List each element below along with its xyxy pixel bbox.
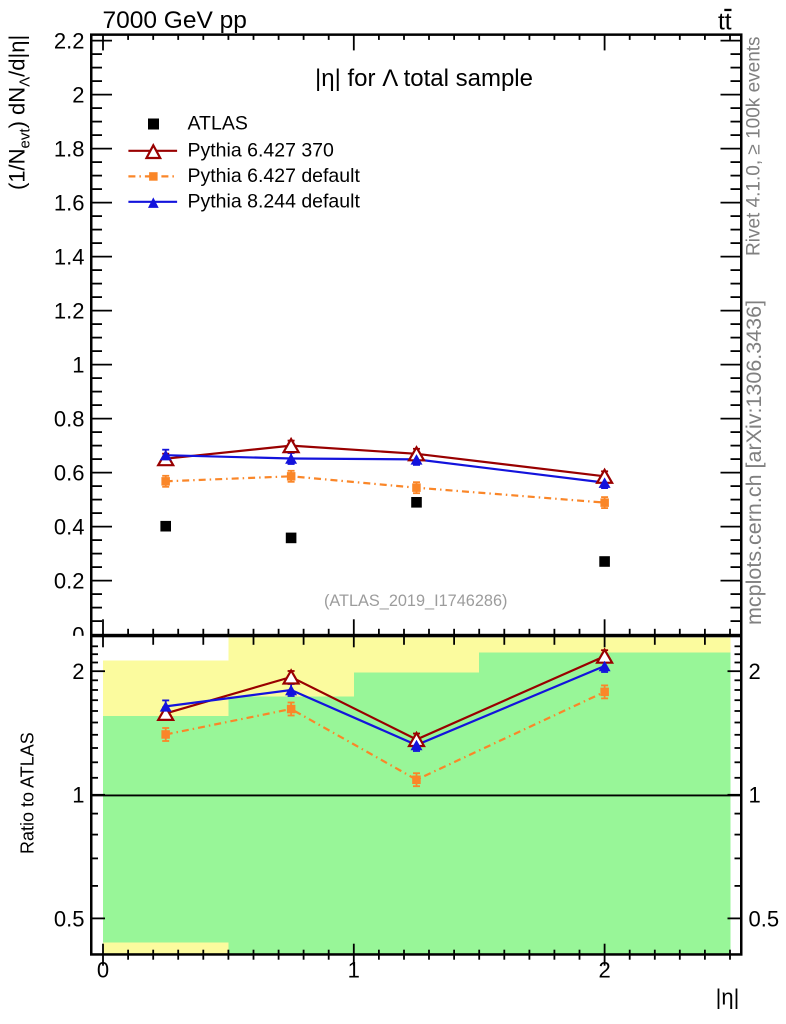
svg-text:2.2: 2.2 (54, 29, 85, 54)
svg-text:1.4: 1.4 (54, 245, 85, 270)
svg-text:1: 1 (72, 353, 84, 378)
svg-text:0.6: 0.6 (54, 461, 85, 486)
svg-text:0.8: 0.8 (54, 407, 85, 432)
svg-text:1.2: 1.2 (54, 299, 85, 324)
svg-text:Rivet 4.1.0, ≥ 100k events: Rivet 4.1.0, ≥ 100k events (744, 36, 765, 256)
svg-text:Pythia 6.427 370: Pythia 6.427 370 (188, 139, 335, 161)
svg-text:tt: tt (718, 8, 732, 35)
svg-text:Ratio to ATLAS: Ratio to ATLAS (18, 732, 38, 854)
svg-text:0.2: 0.2 (54, 569, 85, 594)
svg-text:|η|: |η| (716, 985, 740, 1010)
svg-text:Pythia 6.427 default: Pythia 6.427 default (188, 165, 361, 187)
svg-text:1.6: 1.6 (54, 191, 85, 216)
svg-text:2: 2 (72, 83, 84, 108)
svg-text:1: 1 (348, 957, 360, 982)
svg-text:1: 1 (72, 783, 84, 808)
svg-text:0.4: 0.4 (54, 515, 85, 540)
svg-text:Pythia 8.244 default: Pythia 8.244 default (188, 190, 361, 212)
svg-text:0.5: 0.5 (749, 906, 780, 931)
svg-text:0: 0 (97, 957, 109, 982)
svg-text:2: 2 (749, 659, 761, 684)
svg-text:7000 GeV pp: 7000 GeV pp (103, 7, 247, 34)
svg-text:0.5: 0.5 (54, 906, 85, 931)
svg-text:1.8: 1.8 (54, 137, 85, 162)
svg-text:2: 2 (598, 957, 610, 982)
svg-text:(ATLAS_2019_I1746286): (ATLAS_2019_I1746286) (324, 592, 507, 610)
svg-text:1: 1 (749, 783, 761, 808)
svg-text:2: 2 (72, 659, 84, 684)
svg-text:|η| for Λ total sample: |η| for Λ total sample (315, 65, 533, 92)
svg-text:ATLAS: ATLAS (188, 113, 248, 135)
svg-text:mcplots.cern.ch [arXiv:1306.34: mcplots.cern.ch [arXiv:1306.3436] (742, 300, 766, 625)
svg-text:(1/Nevt) dNΛ/d|η|: (1/Nevt) dNΛ/d|η| (5, 35, 34, 190)
